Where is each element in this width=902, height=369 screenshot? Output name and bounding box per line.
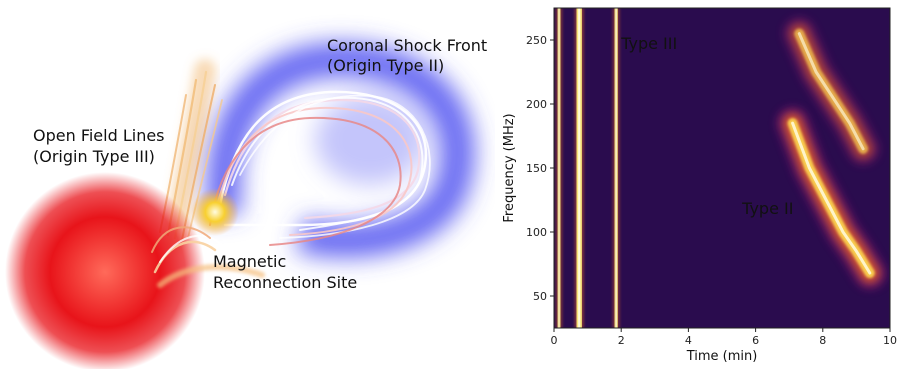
y-tick-label: 100 bbox=[526, 226, 547, 239]
open-field-label-line2: (Origin Type III) bbox=[33, 147, 155, 166]
y-tick-label: 150 bbox=[526, 162, 547, 175]
x-tick-label: 4 bbox=[685, 334, 692, 347]
type-ii-annotation: Type II bbox=[741, 199, 793, 218]
type-iii-burst-1 bbox=[555, 8, 563, 328]
type-iii-burst-2 bbox=[574, 8, 584, 328]
y-axis-label: Frequency (MHz) bbox=[502, 113, 517, 222]
x-tick-label: 6 bbox=[752, 334, 759, 347]
dynamic-spectrum-chart: 0 2 4 6 8 10 50 100 150 200 250 Time (min) Frequen… bbox=[502, 7, 897, 364]
x-axis-label: Time (min) bbox=[686, 349, 758, 364]
cme-illustration bbox=[5, 42, 475, 369]
shock-front-loops bbox=[209, 90, 431, 246]
type-ii-lane-fundamental bbox=[775, 106, 887, 290]
x-tick-label: 10 bbox=[883, 334, 897, 347]
sun bbox=[5, 172, 205, 369]
reconnection-label-line2: Reconnection Site bbox=[213, 273, 358, 292]
type-iii-burst-3 bbox=[612, 8, 620, 328]
x-tick-label: 0 bbox=[551, 334, 558, 347]
x-tick-label: 2 bbox=[618, 334, 625, 347]
y-tick-label: 50 bbox=[533, 290, 547, 303]
y-tick-label: 200 bbox=[526, 98, 547, 111]
type-iii-annotation: Type III bbox=[620, 34, 677, 53]
type-ii-lane-harmonic bbox=[782, 16, 881, 166]
reconnection-label-line1: Magnetic bbox=[213, 252, 287, 271]
shock-front-label-line1: Coronal Shock Front bbox=[327, 36, 488, 55]
y-tick-label: 250 bbox=[526, 34, 547, 47]
reconnection-site bbox=[191, 188, 239, 236]
shock-front-glow bbox=[206, 42, 475, 258]
surface-loops bbox=[151, 226, 265, 288]
plot-area bbox=[554, 8, 890, 328]
shock-front-label-line2: (Origin Type II) bbox=[327, 56, 445, 75]
open-field-label-line1: Open Field Lines bbox=[33, 126, 165, 145]
x-tick-label: 8 bbox=[819, 334, 826, 347]
